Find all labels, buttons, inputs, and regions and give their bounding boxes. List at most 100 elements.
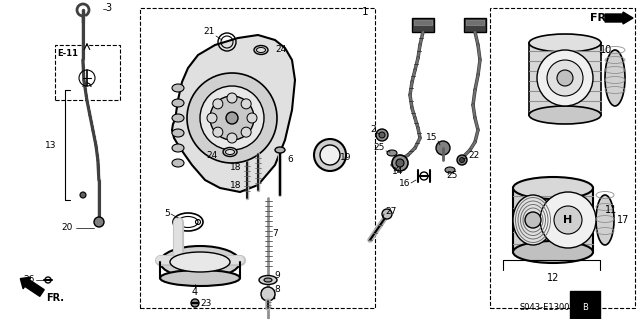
Circle shape	[227, 133, 237, 143]
Ellipse shape	[172, 129, 184, 137]
Circle shape	[547, 60, 583, 96]
Text: 20: 20	[61, 224, 73, 233]
Text: 4: 4	[192, 287, 198, 297]
Circle shape	[94, 217, 104, 227]
Circle shape	[191, 299, 199, 307]
Circle shape	[379, 132, 385, 138]
Circle shape	[314, 139, 346, 171]
Ellipse shape	[225, 150, 234, 154]
Text: B: B	[582, 303, 588, 313]
Circle shape	[460, 158, 465, 162]
FancyArrow shape	[605, 12, 633, 24]
Ellipse shape	[605, 50, 625, 106]
Text: 26: 26	[24, 276, 35, 285]
Ellipse shape	[223, 147, 237, 157]
Text: 16: 16	[399, 180, 410, 189]
Ellipse shape	[254, 46, 268, 55]
Circle shape	[213, 99, 223, 109]
Ellipse shape	[257, 48, 266, 53]
Circle shape	[210, 96, 254, 140]
Text: 24: 24	[207, 151, 218, 160]
Text: 11: 11	[605, 205, 617, 215]
Bar	[513, 188, 593, 252]
Circle shape	[436, 141, 450, 155]
FancyArrow shape	[20, 277, 44, 296]
Ellipse shape	[596, 195, 614, 245]
Text: 27: 27	[385, 207, 396, 217]
Ellipse shape	[172, 114, 184, 122]
Circle shape	[226, 112, 238, 124]
Text: 14: 14	[392, 167, 403, 176]
Text: E-11: E-11	[57, 48, 78, 57]
Ellipse shape	[172, 159, 184, 167]
Ellipse shape	[172, 84, 184, 92]
Text: 24: 24	[275, 46, 286, 55]
Bar	[140, 8, 375, 308]
Bar	[529, 43, 601, 115]
Ellipse shape	[513, 241, 593, 263]
Circle shape	[187, 73, 277, 163]
Circle shape	[554, 206, 582, 234]
Ellipse shape	[264, 278, 272, 282]
Ellipse shape	[172, 99, 184, 107]
Circle shape	[392, 155, 408, 171]
Circle shape	[80, 192, 86, 198]
Bar	[55, 45, 120, 100]
Text: 22: 22	[468, 152, 479, 160]
Circle shape	[200, 86, 264, 150]
Circle shape	[320, 145, 340, 165]
Ellipse shape	[160, 246, 240, 278]
Ellipse shape	[275, 147, 285, 153]
Text: FR.: FR.	[590, 13, 611, 23]
Ellipse shape	[529, 106, 601, 124]
Bar	[464, 18, 486, 32]
Circle shape	[227, 93, 237, 103]
Ellipse shape	[259, 276, 277, 285]
Text: 23: 23	[200, 299, 211, 308]
Text: 12: 12	[547, 273, 559, 283]
Text: 19: 19	[340, 153, 351, 162]
Text: 9: 9	[274, 271, 280, 280]
Circle shape	[557, 70, 573, 86]
Circle shape	[207, 113, 217, 123]
Circle shape	[213, 127, 223, 137]
Circle shape	[525, 212, 541, 228]
Text: 13: 13	[45, 140, 56, 150]
Text: 7: 7	[272, 229, 278, 239]
Ellipse shape	[172, 144, 184, 152]
Circle shape	[540, 192, 596, 248]
Bar	[466, 20, 484, 25]
Ellipse shape	[513, 195, 553, 245]
Text: 21: 21	[204, 27, 215, 36]
Circle shape	[247, 113, 257, 123]
Text: 1: 1	[362, 7, 369, 17]
Polygon shape	[172, 35, 295, 192]
Text: 25: 25	[446, 172, 458, 181]
Text: FR.: FR.	[46, 293, 64, 303]
Text: 17: 17	[617, 215, 629, 225]
Bar	[414, 20, 432, 25]
Circle shape	[241, 99, 251, 109]
Circle shape	[241, 127, 251, 137]
Ellipse shape	[529, 34, 601, 52]
Text: H: H	[563, 215, 573, 225]
Circle shape	[376, 129, 388, 141]
Text: 15: 15	[426, 133, 437, 143]
Circle shape	[537, 50, 593, 106]
Ellipse shape	[160, 270, 240, 286]
Circle shape	[457, 155, 467, 165]
Text: 25: 25	[374, 144, 385, 152]
Text: 3: 3	[105, 3, 111, 13]
Text: 2: 2	[371, 125, 376, 135]
Bar	[490, 8, 635, 308]
Text: 10: 10	[600, 45, 612, 55]
Ellipse shape	[513, 177, 593, 199]
Ellipse shape	[445, 167, 455, 173]
Ellipse shape	[387, 150, 397, 156]
Text: 6: 6	[287, 155, 292, 165]
Bar	[412, 18, 434, 32]
Circle shape	[261, 287, 275, 301]
Text: 5: 5	[164, 210, 170, 219]
Text: S043-E1300: S043-E1300	[520, 303, 570, 313]
Text: 18: 18	[230, 164, 241, 173]
